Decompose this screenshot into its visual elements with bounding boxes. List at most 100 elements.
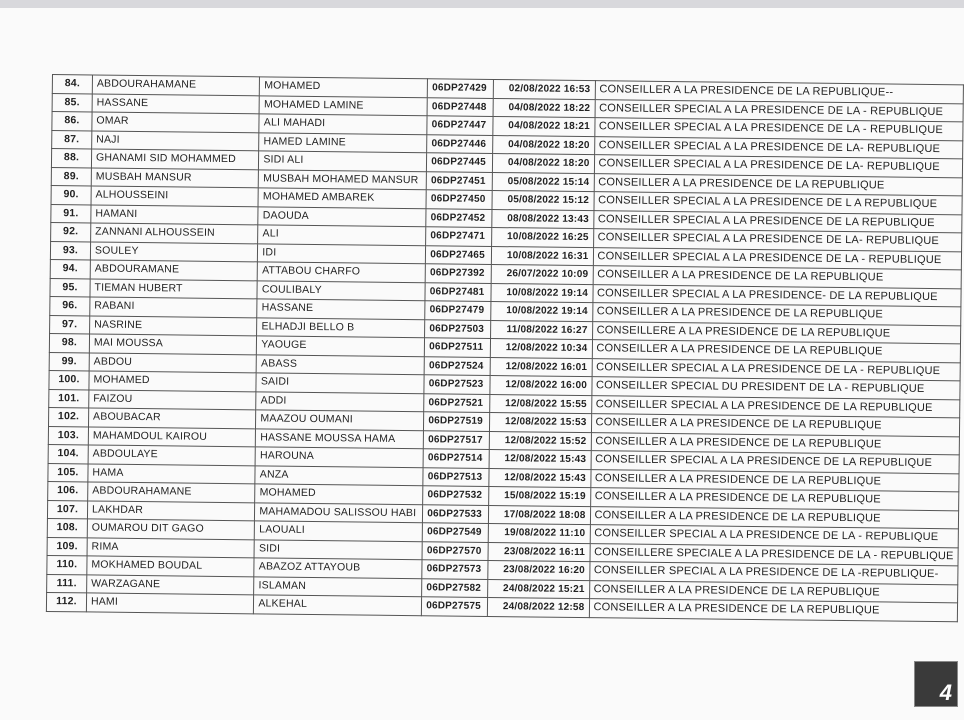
cell-num: 90.	[51, 185, 92, 205]
cell-last: OUMAROU DIT GAGO	[87, 518, 255, 540]
cell-num: 86.	[51, 111, 93, 131]
cell-date: 12/08/2022 16:00	[490, 375, 592, 396]
cell-last: NAJI	[91, 130, 260, 151]
cell-num: 105.	[47, 462, 89, 482]
cell-first: ABASS	[256, 354, 425, 375]
cell-date: 05/08/2022 15:12	[492, 190, 594, 211]
cell-date: 08/08/2022 13:43	[491, 209, 594, 229]
cell-date: 17/08/2022 18:08	[488, 504, 591, 525]
cell-first: HASSANE	[257, 298, 426, 320]
cell-title: CONSEILLER A LA PRESIDENCE DE LA REPUBLI…	[588, 598, 958, 622]
cell-last: ZANNANI ALHOUSSEIN	[90, 222, 259, 244]
cell-num: 95.	[49, 277, 91, 297]
cell-num: 106.	[47, 481, 88, 501]
cell-num: 111.	[46, 573, 87, 593]
cell-num: 110.	[46, 555, 87, 575]
cell-date: 12/08/2022 16:01	[490, 356, 592, 377]
cell-date: 04/08/2022 18:21	[492, 116, 595, 137]
cell-num: 91.	[50, 203, 91, 223]
cell-num: 92.	[50, 222, 91, 242]
cell-first: ALI	[257, 224, 427, 246]
cell-id: 06DP27445	[426, 152, 493, 173]
cell-num: 85.	[52, 93, 93, 112]
cell-num: 112.	[46, 592, 87, 612]
cell-num: 108.	[47, 518, 88, 538]
cell-date: 10/08/2022 16:31	[491, 245, 594, 266]
cell-last: RIMA	[86, 537, 255, 558]
cell-date: 12/08/2022 15:52	[489, 430, 591, 451]
cell-num: 102.	[48, 407, 89, 427]
cell-last: SOULEY	[90, 241, 258, 262]
cell-num: 107.	[47, 499, 88, 519]
cell-date: 04/08/2022 18:20	[492, 135, 595, 155]
cell-id: 06DP27448	[427, 97, 494, 117]
cell-id: 06DP27465	[425, 245, 492, 265]
cell-first: ANZA	[255, 465, 424, 486]
cell-first: ADDI	[256, 391, 425, 412]
table-body: 84. ABDOURAHAMANE MOHAMED 06DP27429 02/08/20…	[46, 74, 964, 622]
cell-id: 06DP27517	[423, 430, 490, 450]
cell-num: 96.	[49, 296, 90, 316]
page-number: 4	[939, 680, 952, 705]
cell-first: MAHAMADOU SALISSOU HABI	[254, 502, 423, 523]
cell-date: 12/08/2022 15:43	[488, 467, 591, 488]
cell-id: 06DP27573	[422, 559, 489, 579]
cell-first: LAOUALI	[254, 520, 423, 542]
cell-num: 98.	[49, 333, 90, 353]
table-container: 84. ABDOURAHAMANE MOHAMED 06DP27429 02/08/20…	[46, 74, 964, 622]
cell-id: 06DP27513	[423, 467, 490, 487]
cell-first: HAROUNA	[255, 446, 424, 468]
cell-first: SIDI ALI	[258, 150, 427, 172]
cell-id: 06DP27452	[426, 208, 493, 228]
cell-first: ALKEHAL	[253, 594, 422, 616]
cell-num: 84.	[52, 74, 93, 94]
cell-first: ALI MAHADI	[259, 113, 428, 135]
cell-date: 02/08/2022 16:53	[493, 79, 595, 100]
cell-id: 06DP27521	[423, 393, 491, 413]
cell-first: MOHAMED	[254, 483, 424, 505]
cell-num: 87.	[51, 130, 92, 149]
cell-last: FAIZOU	[88, 389, 257, 410]
cell-first: HASSANE MOUSSA HAMA	[255, 428, 424, 449]
cell-date: 23/08/2022 16:20	[487, 560, 590, 581]
top-band	[0, 0, 964, 8]
cell-id: 06DP27479	[425, 300, 492, 320]
cell-date: 04/08/2022 18:20	[492, 153, 595, 174]
cell-last: ABDOURAHAMANE	[87, 481, 256, 503]
cell-first: IDI	[257, 243, 426, 264]
cell-id: 06DP27511	[424, 337, 491, 357]
cell-last: TIEMAN HUBERT	[89, 278, 258, 299]
cell-num: 97.	[49, 314, 90, 334]
document-page	[0, 8, 964, 720]
cell-date: 12/08/2022 15:55	[489, 393, 592, 414]
cell-last: ABOUBACAR	[88, 407, 257, 429]
cell-last: ABDOULAYE	[88, 444, 256, 466]
cell-last: NASRINE	[89, 315, 258, 336]
cell-first: MOHAMED	[259, 76, 428, 98]
cell-date: 26/07/2022 10:09	[491, 264, 593, 285]
cell-date: 10/08/2022 19:14	[490, 301, 593, 322]
cell-last: ALHOUSSEINI	[90, 185, 259, 207]
cell-date: 11/08/2022 16:27	[490, 319, 593, 340]
cell-id: 06DP27533	[422, 504, 489, 524]
cell-num: 88.	[51, 148, 92, 168]
page-number-badge: 4	[914, 661, 958, 707]
cell-date: 12/08/2022 15:53	[489, 412, 592, 433]
cell-last: HAMI	[86, 592, 254, 614]
cell-id: 06DP27447	[427, 115, 494, 136]
cell-num: 89.	[51, 166, 92, 186]
cell-id: 06DP27570	[422, 541, 489, 561]
cell-date: 12/08/2022 15:43	[489, 449, 591, 470]
cell-id: 06DP27549	[422, 522, 489, 542]
cell-last: MAI MOUSSA	[89, 333, 257, 355]
cell-last: HASSANE	[92, 93, 260, 114]
cell-date: 23/08/2022 16:11	[488, 541, 590, 562]
cell-first: SIDI	[254, 539, 423, 560]
cell-first: HAMED LAMINE	[258, 132, 428, 153]
cell-date: 04/08/2022 18:22	[493, 98, 595, 118]
cell-id: 06DP27451	[426, 171, 493, 191]
cell-num: 104.	[48, 444, 89, 464]
cell-id: 06DP27514	[423, 448, 490, 468]
cell-id: 06DP27392	[425, 263, 492, 283]
cell-num: 103.	[48, 425, 89, 445]
